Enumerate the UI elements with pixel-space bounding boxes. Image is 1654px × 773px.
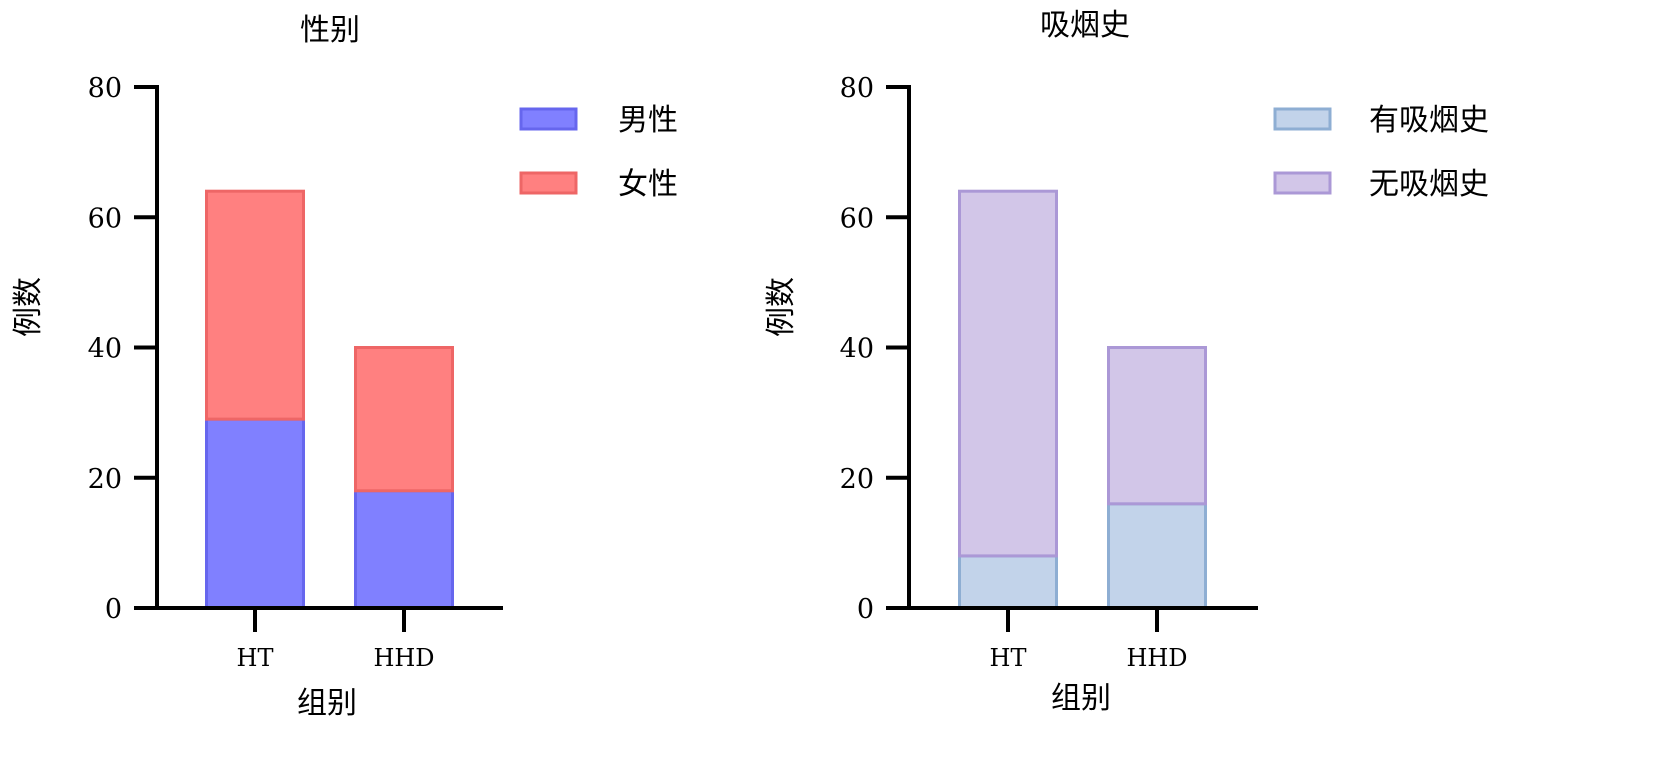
legend-label: 有吸烟史 (1369, 103, 1489, 138)
y-tick-label: 20 (840, 464, 874, 495)
bar-ht-series-1 (958, 189, 1058, 558)
legend-label: 女性 (618, 167, 678, 202)
x-tick-label: HHD (1126, 644, 1187, 672)
legend-swatch (519, 107, 578, 131)
x-tick-label: HHD (373, 644, 434, 672)
y-axis-label: 例数 (11, 277, 46, 337)
y-tick-label: 60 (840, 203, 874, 234)
y-tick-label: 40 (840, 334, 874, 365)
chart-title: 吸烟史 (1040, 8, 1130, 43)
y-tick-label: 0 (105, 594, 122, 625)
x-tick-label: HT (990, 644, 1027, 672)
bar-hhd-series-0 (1107, 502, 1207, 610)
y-tick-label: 80 (88, 73, 122, 104)
legend-swatch (1273, 107, 1332, 131)
chart-title: 性别 (300, 13, 360, 48)
x-axis-label: 组别 (297, 686, 357, 721)
legend-label: 无吸烟史 (1369, 167, 1489, 202)
bar-hhd-series-1 (354, 346, 454, 493)
bar-hhd-series-0 (354, 489, 454, 610)
y-tick-label: 80 (840, 73, 874, 104)
bar-ht-series-0 (958, 554, 1058, 610)
legend-label: 男性 (618, 103, 678, 138)
y-tick-label: 60 (88, 203, 122, 234)
bar-ht-series-1 (205, 189, 305, 421)
y-tick-label: 20 (88, 464, 122, 495)
y-axis-label: 例数 (764, 277, 799, 337)
x-axis-label: 组别 (1051, 681, 1111, 716)
bar-hhd-series-1 (1107, 346, 1207, 506)
y-tick-label: 0 (857, 594, 874, 625)
legend-swatch (519, 171, 578, 195)
y-tick-label: 40 (88, 334, 122, 365)
bar-ht-series-0 (205, 417, 305, 610)
legend-swatch (1273, 171, 1332, 195)
x-tick-label: HT (237, 644, 274, 672)
